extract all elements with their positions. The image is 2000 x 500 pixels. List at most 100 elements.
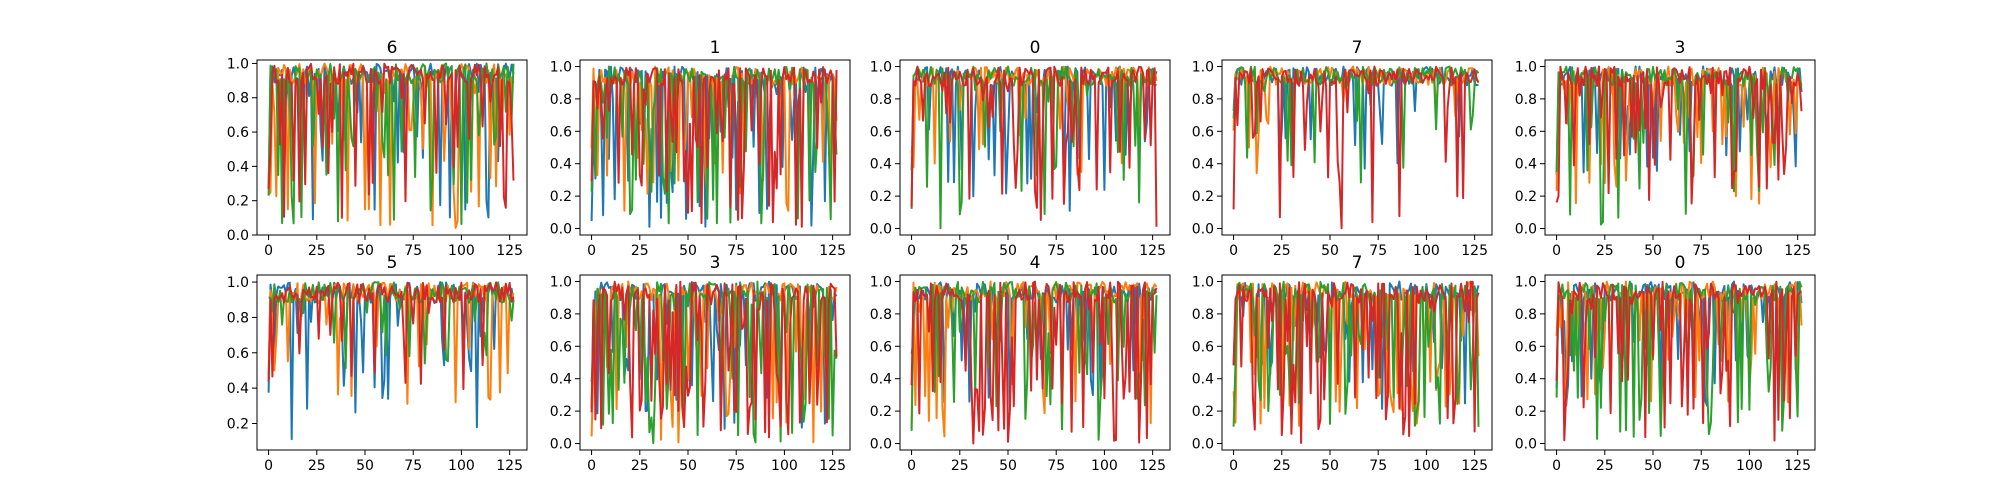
- subplot-2: 1 0 25 50 75 100 125 0.0 0.2 0.4 0.6 0.8 1.0: [550, 38, 851, 259]
- x-tick-label: 125: [1461, 458, 1488, 474]
- y-tick-label: 0.8: [1515, 307, 1537, 323]
- y-tick-label: 0.4: [227, 159, 249, 175]
- y-tick-label: 0.0: [227, 228, 249, 244]
- y-tick-label: 0.0: [550, 437, 572, 453]
- y-tick-label: 0.2: [227, 416, 249, 432]
- x-tick-label: 25: [1596, 243, 1614, 259]
- x-tick-label: 50: [999, 458, 1017, 474]
- y-tick-label: 0.0: [1192, 437, 1214, 453]
- x-tick-label: 0: [587, 243, 596, 259]
- x-tick-label: 75: [1047, 243, 1065, 259]
- x-tick-label: 25: [631, 243, 649, 259]
- series-line-3: [910, 280, 1158, 441]
- x-tick-label: 125: [1139, 243, 1166, 259]
- y-tick-label: 1.0: [1515, 274, 1537, 290]
- x-tick-label: 75: [1692, 458, 1710, 474]
- subplot-title: 0: [1675, 253, 1686, 273]
- axes-frame: [1544, 274, 1816, 451]
- y-tick-label: 0.8: [1192, 92, 1214, 108]
- subplot-title: 7: [1352, 253, 1363, 273]
- series-line-4: [1555, 280, 1803, 442]
- series-line-4: [910, 280, 1158, 445]
- y-tick-label: 0.8: [870, 307, 892, 323]
- x-tick-label: 50: [999, 243, 1017, 259]
- y-tick-label: 1.0: [550, 274, 572, 290]
- y-tick-label: 0.6: [227, 125, 249, 141]
- x-tick-label: 25: [1596, 458, 1614, 474]
- x-tick-label: 100: [1091, 458, 1118, 474]
- series-line-4: [590, 66, 838, 228]
- x-tick-label: 75: [727, 458, 745, 474]
- subplot-8: 4 0 25 50 75 100 125 0.0 0.2 0.4 0.6 0.8 1.0: [870, 253, 1171, 474]
- x-tick-label: 100: [771, 243, 798, 259]
- x-tick-label: 100: [1413, 458, 1440, 474]
- x-tick-label: 75: [404, 458, 422, 474]
- x-tick-label: 125: [819, 243, 846, 259]
- y-tick-label: 0.8: [227, 91, 249, 107]
- x-tick-label: 125: [1784, 458, 1811, 474]
- axes-frame: [579, 274, 851, 451]
- x-tick-label: 0: [1229, 243, 1238, 259]
- axes-frame: [1221, 274, 1493, 451]
- x-tick-label: 0: [907, 458, 916, 474]
- series-line-4: [910, 65, 1158, 227]
- y-tick-label: 0.6: [1192, 339, 1214, 355]
- y-tick-label: 0.2: [550, 404, 572, 420]
- y-tick-label: 0.8: [870, 92, 892, 108]
- y-tick-label: 0.6: [1515, 339, 1537, 355]
- x-tick-label: 100: [1091, 243, 1118, 259]
- series-line-2: [910, 280, 1158, 438]
- x-tick-label: 100: [771, 458, 798, 474]
- x-tick-label: 125: [496, 458, 523, 474]
- y-tick-label: 0.6: [227, 346, 249, 362]
- x-tick-label: 125: [819, 458, 846, 474]
- x-tick-label: 50: [1321, 458, 1339, 474]
- x-tick-label: 125: [1139, 458, 1166, 474]
- x-tick-label: 50: [1644, 243, 1662, 259]
- y-tick-label: 1.0: [870, 59, 892, 75]
- series-line-4: [267, 281, 515, 391]
- axes-frame: [579, 59, 851, 236]
- axes-frame: [256, 274, 528, 451]
- subplot-1: 6 0 25 50 75 100 125 0.0 0.2 0.4 0.6 0.8 1.0: [227, 38, 528, 259]
- x-tick-label: 75: [1692, 243, 1710, 259]
- y-tick-label: 1.0: [550, 59, 572, 75]
- series-line-4: [590, 280, 838, 439]
- subplot-title: 3: [1675, 38, 1686, 58]
- subplot-title: 3: [710, 253, 721, 273]
- y-tick-label: 0.4: [870, 372, 892, 388]
- subplot-5: 3 0 25 50 75 100 125 0.0 0.2 0.4 0.6 0.8 1.0: [1515, 38, 1816, 259]
- y-tick-label: 0.6: [870, 124, 892, 140]
- x-tick-label: 25: [1273, 243, 1291, 259]
- y-tick-label: 0.2: [550, 189, 572, 205]
- y-tick-label: 1.0: [227, 275, 249, 291]
- y-tick-label: 0.4: [227, 381, 249, 397]
- subplot-3: 0 0 25 50 75 100 125 0.0 0.2 0.4 0.6 0.8 1.0: [870, 38, 1171, 259]
- y-tick-label: 0.6: [870, 339, 892, 355]
- x-tick-label: 50: [679, 243, 697, 259]
- x-tick-label: 0: [264, 243, 273, 259]
- y-tick-label: 0.8: [1192, 307, 1214, 323]
- x-tick-label: 50: [1644, 458, 1662, 474]
- x-tick-label: 25: [308, 243, 326, 259]
- y-tick-label: 0.4: [550, 372, 572, 388]
- axes-frame: [1221, 59, 1493, 236]
- subplot-title: 5: [387, 253, 398, 273]
- y-tick-label: 0.2: [1515, 404, 1537, 420]
- y-tick-label: 0.2: [870, 189, 892, 205]
- subplot-title: 7: [1352, 38, 1363, 58]
- x-tick-label: 75: [727, 243, 745, 259]
- x-tick-label: 75: [1047, 458, 1065, 474]
- axes-frame: [899, 59, 1171, 236]
- x-tick-label: 25: [951, 243, 969, 259]
- y-tick-label: 0.0: [870, 222, 892, 238]
- y-tick-label: 0.0: [1515, 437, 1537, 453]
- x-tick-label: 0: [907, 243, 916, 259]
- y-tick-label: 1.0: [1192, 59, 1214, 75]
- y-tick-label: 0.2: [1515, 189, 1537, 205]
- subplot-9: 7 0 25 50 75 100 125 0.0 0.2 0.4 0.6 0.8 1.0: [1192, 253, 1493, 474]
- y-tick-label: 0.4: [1515, 157, 1537, 173]
- y-tick-label: 0.6: [1192, 124, 1214, 140]
- series-line-1: [590, 280, 838, 430]
